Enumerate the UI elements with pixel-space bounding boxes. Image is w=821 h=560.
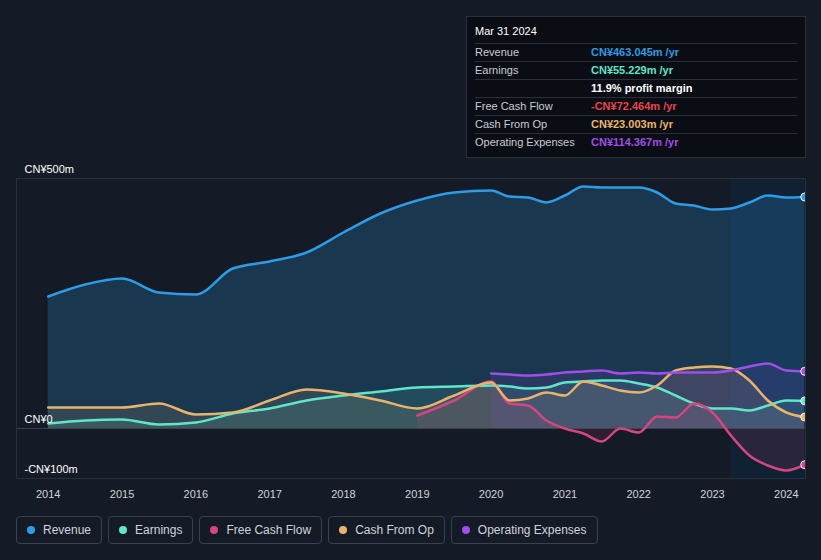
svg-text:CN¥500m: CN¥500m [25, 163, 75, 175]
html-text:Earnings: Earnings [135, 523, 183, 537]
html-text:11.9% profit margin: 11.9% profit margin [591, 82, 693, 94]
html-text:Operating Expenses: Operating Expenses [475, 136, 575, 148]
html-text:Operating Expenses: Operating Expenses [477, 523, 587, 537]
svg-text:-CN¥100m: -CN¥100m [25, 463, 78, 475]
svg-text:2015: 2015 [110, 488, 134, 500]
html-text:CN¥23.003m /yr: CN¥23.003m /yr [591, 118, 673, 130]
svg-text:CN¥0: CN¥0 [25, 413, 53, 425]
html-text:CN¥463.045m /yr: CN¥463.045m /yr [591, 46, 680, 58]
svg-text:2019: 2019 [405, 488, 429, 500]
html-text:CN¥114.367m /yr: CN¥114.367m /yr [591, 136, 679, 148]
svg-text:2014: 2014 [36, 488, 60, 500]
html-text:Mar 31 2024: Mar 31 2024 [475, 25, 537, 37]
html-text:Revenue: Revenue [43, 523, 91, 537]
html-text:CN¥55.229m /yr: CN¥55.229m /yr [591, 64, 673, 76]
svg-text:2016: 2016 [184, 488, 208, 500]
svg-text:2022: 2022 [626, 488, 650, 500]
svg-text:2018: 2018 [331, 488, 355, 500]
html-text:Revenue: Revenue [475, 46, 519, 58]
html-text:Free Cash Flow: Free Cash Flow [475, 100, 553, 112]
svg-text:2024: 2024 [774, 488, 798, 500]
svg-text:2023: 2023 [700, 488, 724, 500]
html-text:Earnings: Earnings [475, 64, 519, 76]
html-text:Cash From Op: Cash From Op [475, 118, 548, 130]
svg-text:2017: 2017 [257, 488, 281, 500]
html-text:Free Cash Flow: Free Cash Flow [226, 523, 312, 537]
html-text:Cash From Op: Cash From Op [355, 523, 434, 537]
svg-text:2020: 2020 [479, 488, 503, 500]
html-text:-CN¥72.464m /yr: -CN¥72.464m /yr [591, 100, 677, 112]
svg-text:2021: 2021 [553, 488, 577, 500]
